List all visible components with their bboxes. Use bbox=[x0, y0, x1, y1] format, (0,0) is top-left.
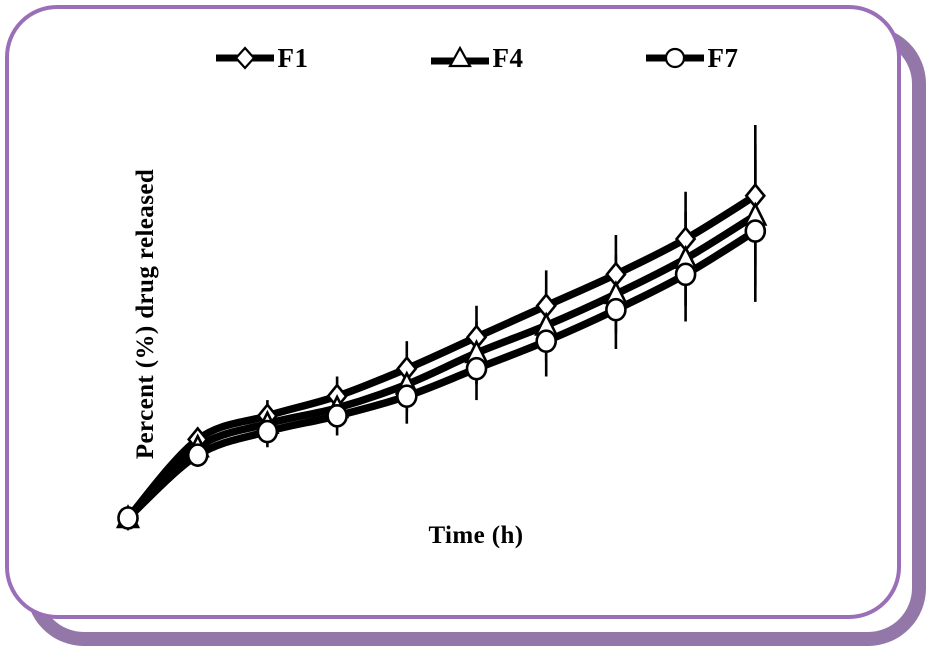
triangle-marker-icon bbox=[430, 45, 489, 68]
data-point-circle bbox=[744, 219, 767, 243]
decorative-frame-border bbox=[5, 5, 901, 619]
series-lines bbox=[124, 191, 760, 522]
series-line-f7 bbox=[124, 227, 760, 522]
x-axis-label: Time (h) bbox=[428, 522, 524, 549]
series-markers bbox=[115, 182, 768, 532]
y-axis-label: Percent (%) drug released bbox=[132, 168, 159, 460]
data-point-circle bbox=[326, 404, 348, 428]
legend-item-f1: F1 bbox=[214, 43, 309, 74]
chart-legend: F1 F4 F7 bbox=[0, 38, 952, 78]
data-point-circle bbox=[395, 384, 418, 408]
legend-label-f1: F1 bbox=[277, 42, 309, 73]
legend-label-f4: F4 bbox=[492, 42, 524, 73]
legend-label-f7: F7 bbox=[707, 42, 739, 73]
data-point-circle bbox=[256, 419, 279, 444]
data-point-circle bbox=[674, 262, 697, 287]
line-chart bbox=[115, 125, 768, 532]
circle-marker-icon bbox=[645, 47, 704, 69]
series-line-f1 bbox=[124, 191, 760, 522]
legend-item-f4: F4 bbox=[429, 43, 524, 74]
data-point-circle bbox=[465, 356, 488, 381]
series-line-f4 bbox=[124, 211, 760, 522]
legend-item-f7: F7 bbox=[644, 43, 739, 74]
diamond-marker-icon bbox=[215, 46, 274, 70]
plot-area bbox=[5, 5, 901, 619]
data-point-circle bbox=[186, 443, 209, 467]
data-point-circle bbox=[535, 329, 558, 353]
data-point-circle bbox=[117, 506, 139, 530]
data-point-circle bbox=[605, 297, 627, 322]
